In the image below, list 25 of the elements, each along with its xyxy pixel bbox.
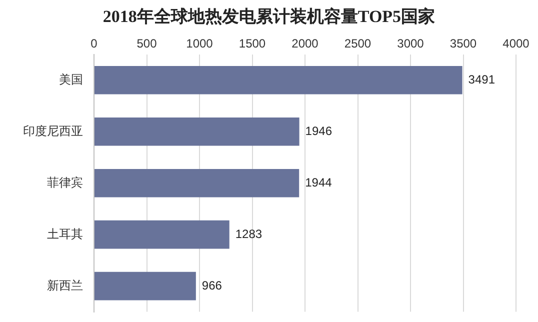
- y-tick-label: 菲律宾: [47, 175, 83, 190]
- data-label: 1946: [305, 124, 332, 138]
- x-tick-label: 0: [90, 36, 98, 51]
- x-tick-label: 2500: [344, 36, 372, 51]
- y-tick-label: 新西兰: [47, 278, 83, 292]
- data-label: 1283: [235, 226, 262, 241]
- bar: [94, 220, 230, 249]
- y-tick-label: 印度尼西亚: [23, 124, 83, 138]
- bar: [94, 168, 300, 198]
- y-tick-label: 美国: [59, 72, 83, 86]
- bar: [94, 272, 196, 300]
- data-label: 1944: [305, 175, 332, 190]
- x-tick-label: 1000: [186, 36, 214, 51]
- data-label: 3491: [468, 72, 496, 86]
- x-tick-label: 2000: [292, 36, 319, 51]
- x-tick-label: 4000: [502, 36, 530, 51]
- y-tick-label: 土耳其: [47, 226, 83, 241]
- bar: [94, 117, 300, 146]
- bar: [94, 66, 462, 94]
- data-label: 966: [202, 278, 222, 292]
- x-tick-label: 3500: [450, 36, 477, 51]
- x-tick-label: 3000: [397, 36, 424, 51]
- x-tick-label: 500: [136, 36, 158, 51]
- chart-title: 2018年全球地热发电累计装机容量TOP5国家: [102, 6, 436, 28]
- x-tick-label: 1500: [238, 36, 266, 51]
